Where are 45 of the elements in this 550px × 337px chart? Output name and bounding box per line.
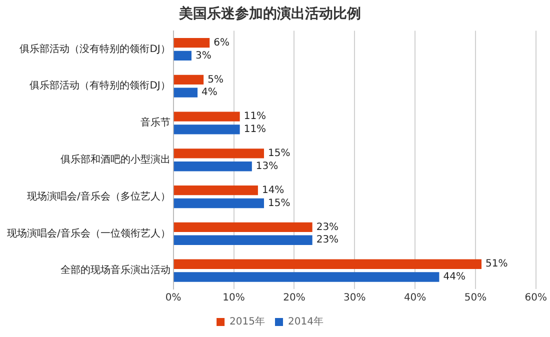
bar (174, 198, 264, 208)
data-label: 44% (443, 272, 466, 283)
legend-label: 2014年 (288, 316, 324, 328)
data-label: 4% (202, 87, 218, 98)
y-tick-label: 俱乐部和酒吧的小型演出 (60, 153, 170, 166)
x-tick-label: 20% (283, 292, 306, 304)
bar (174, 185, 258, 196)
x-tick-label: 60% (524, 292, 548, 304)
x-tick-label: 40% (404, 292, 426, 304)
y-tick-label: 全部的现场音乐演出活动 (60, 264, 170, 276)
data-label: 51% (486, 258, 508, 270)
data-label: 11% (244, 111, 266, 122)
bar (174, 162, 252, 172)
data-label: 6% (214, 37, 230, 48)
x-tick-label: 50% (464, 292, 487, 304)
data-label: 15% (268, 148, 290, 160)
bar (174, 112, 240, 122)
bar (174, 272, 440, 282)
data-label: 3% (195, 50, 212, 62)
y-tick-label: 现场演唱会/音乐会（多位艺人） (26, 190, 170, 202)
x-tick-label: 30% (344, 292, 366, 304)
y-tick-label: 现场演唱会/音乐会（一位领衔艺人） (6, 227, 170, 240)
bar (174, 88, 198, 98)
bar (174, 148, 264, 158)
data-label: 23% (316, 234, 339, 246)
data-label: 23% (316, 222, 339, 233)
data-label: 14% (262, 184, 284, 196)
y-tick-label: 俱乐部活动（有特别的领衔DJ） (30, 80, 170, 92)
bar (174, 124, 240, 134)
data-label: 13% (256, 160, 278, 172)
bar (174, 74, 204, 85)
x-tick-label: 0% (165, 292, 182, 304)
data-label: 15% (268, 198, 290, 209)
data-label: 5% (208, 74, 224, 86)
x-tick-label: 10% (222, 292, 245, 304)
bar (174, 235, 312, 245)
bar (174, 222, 312, 232)
y-tick-label: 音乐节 (140, 116, 170, 129)
bar (174, 259, 482, 269)
bar (174, 38, 210, 48)
chart-title: 美国乐迷参加的演出活动比例 (178, 5, 361, 22)
legend-label: 2015年 (230, 316, 266, 328)
y-tick-label: 俱乐部活动（没有特别的领衔DJ） (20, 42, 170, 55)
data-label: 11% (244, 124, 266, 136)
bar (174, 50, 192, 61)
